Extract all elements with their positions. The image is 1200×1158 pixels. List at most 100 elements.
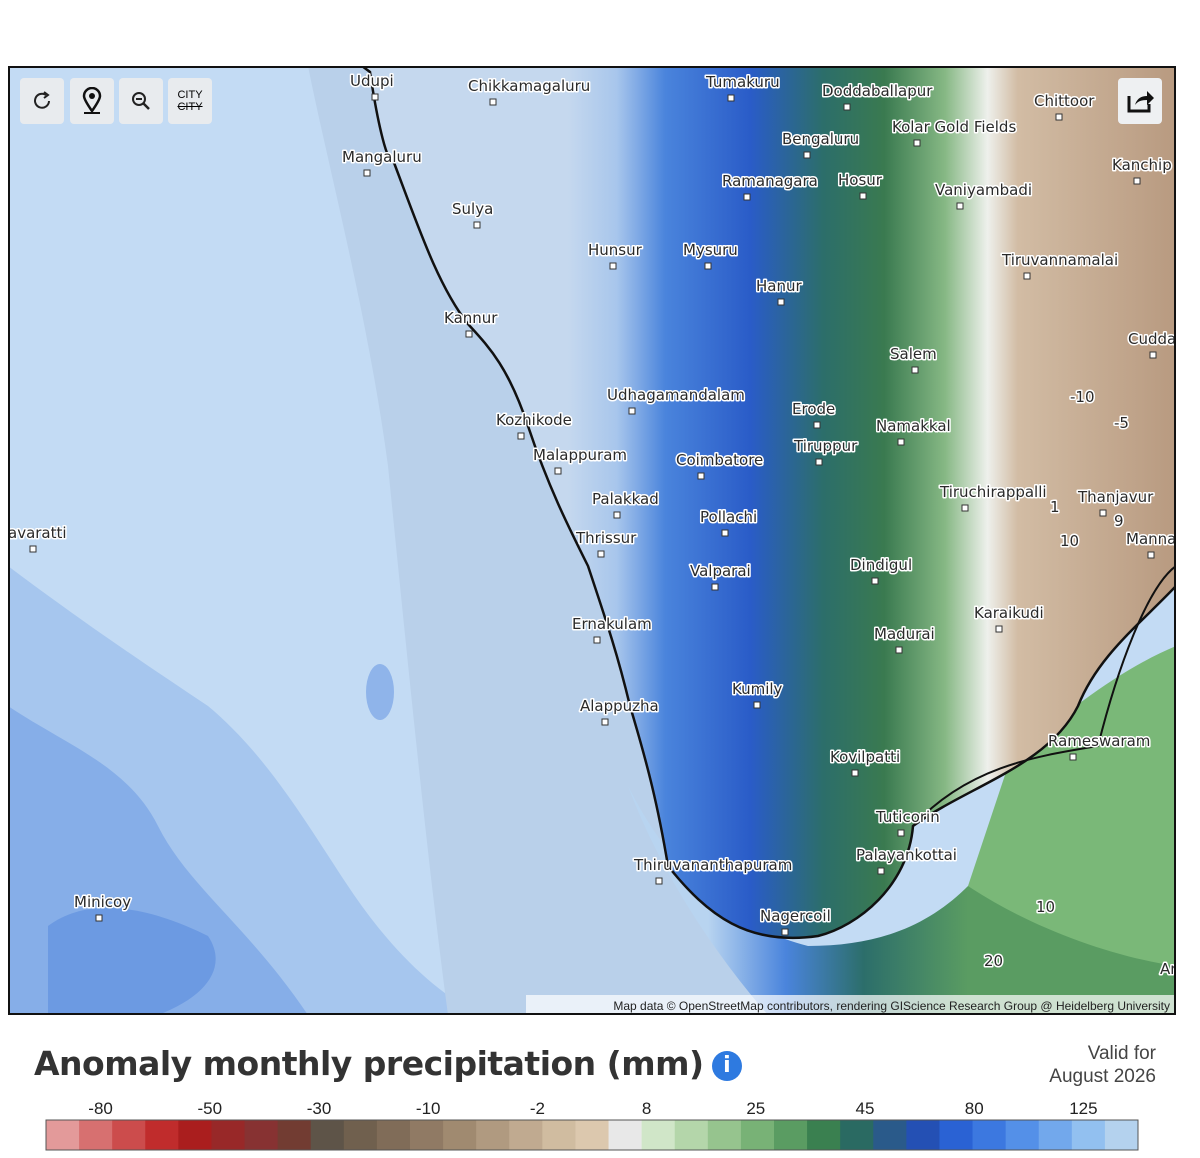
colorbar-tick-label: 8 [642, 1099, 651, 1118]
info-button[interactable]: i [711, 1050, 742, 1081]
city-toggle[interactable]: CITY CITY [168, 78, 212, 124]
colorbar-tick-label: -30 [307, 1099, 332, 1118]
city-marker [721, 529, 729, 537]
color-swatch [873, 1120, 907, 1150]
city-label: Mangaluru [342, 148, 422, 166]
city-marker [554, 467, 562, 475]
city-marker [897, 438, 905, 446]
city-marker [613, 511, 621, 519]
city-marker [363, 169, 371, 177]
color-swatch [641, 1120, 676, 1150]
color-swatch [906, 1120, 940, 1150]
city-label: Manna [1126, 530, 1176, 548]
city-marker [877, 867, 885, 875]
city-marker [704, 262, 712, 270]
city-marker [1149, 351, 1157, 359]
city-marker [803, 151, 811, 159]
attribution: Map data © OpenStreetMap contributors, r… [613, 999, 1170, 1013]
color-swatch [939, 1120, 974, 1150]
valid-label: Valid for [1087, 1043, 1156, 1064]
color-swatch [608, 1120, 643, 1150]
contour-label: 20 [984, 952, 1003, 970]
color-swatch [410, 1120, 444, 1150]
city-marker [29, 545, 37, 553]
ocean-anomaly [48, 907, 216, 1015]
city-label: Coimbatore [676, 451, 763, 469]
color-swatch [840, 1120, 874, 1150]
colorbar-frame [45, 1119, 1139, 1151]
city-label: Ar [1160, 960, 1176, 978]
zoom-button[interactable] [119, 78, 163, 124]
city-label: Madurai [874, 625, 935, 643]
city-label: Namakkal [876, 417, 951, 435]
share-button[interactable] [1118, 78, 1162, 124]
city-label: Chikkamagaluru [468, 77, 590, 95]
color-swatch [1038, 1120, 1073, 1150]
city-label: Thanjavur [1077, 488, 1154, 506]
colorbar-tick-label: -80 [88, 1099, 113, 1118]
valid-info: Valid for August 2026 [1049, 1042, 1156, 1088]
city-marker [813, 421, 821, 429]
color-swatch [740, 1120, 775, 1150]
contour-label: 10 [1060, 532, 1079, 550]
refresh-button[interactable] [20, 78, 64, 124]
city-label: Dindigul [850, 556, 912, 574]
color-swatch [1104, 1120, 1139, 1150]
color-swatch [1005, 1120, 1040, 1150]
coastline [361, 66, 1176, 940]
color-swatch [310, 1120, 345, 1150]
city-label: Tuticorin [875, 808, 940, 826]
city-marker [1023, 272, 1031, 280]
location-button[interactable] [70, 78, 114, 124]
color-swatch [542, 1120, 576, 1150]
city-marker [995, 625, 1003, 633]
map: Udupi Chikkamagaluru Tumakuru Doddaballapur… [8, 66, 1176, 1015]
labels: Udupi Chikkamagaluru Tumakuru Doddaballapur… [8, 71, 1176, 980]
city-label: Thiruvananthapuram [633, 856, 792, 874]
color-swatch [79, 1120, 113, 1150]
city-marker [593, 636, 601, 644]
city-marker [897, 829, 905, 837]
city-label: Ernakulam [572, 615, 652, 633]
city-label: Kovilpatti [830, 748, 900, 766]
city-label: Kannur [444, 309, 498, 327]
city-marker [777, 298, 785, 306]
city-marker [1133, 177, 1141, 185]
city-label: Tiruppur [793, 437, 858, 455]
color-swatch [112, 1120, 146, 1150]
city-label: Minicoy [74, 893, 131, 911]
city-marker [517, 432, 525, 440]
color-swatch [1071, 1120, 1106, 1150]
city-marker [697, 472, 705, 480]
colorbar-tick-label: -2 [530, 1099, 545, 1118]
city-label: Cudda [1128, 330, 1176, 348]
legend-title-row: Anomaly monthly precipitation (mm) i [34, 1044, 742, 1083]
city-label: Nagercoil [760, 907, 831, 925]
city-marker [711, 583, 719, 591]
legend-title: Anomaly monthly precipitation (mm) [34, 1044, 704, 1083]
attribution-bg [526, 995, 1176, 1015]
icon [132, 92, 150, 110]
city-marker [371, 93, 379, 101]
city-label: Alappuzha [580, 697, 659, 715]
city-label: Chittoor [1034, 92, 1095, 110]
city-label: Tumakuru [705, 73, 780, 91]
city-label: Hosur [838, 171, 883, 189]
color-swatch [707, 1120, 742, 1150]
color-swatch [972, 1120, 1007, 1150]
icon [34, 91, 50, 109]
city-label: Kumily [732, 680, 783, 698]
color-swatch [244, 1120, 279, 1150]
city-marker [1147, 551, 1155, 559]
city-label: Thrissur [575, 529, 637, 547]
city-marker [781, 928, 789, 936]
city-marker [628, 407, 636, 415]
color-swatch [774, 1120, 808, 1150]
city-label: Udhagamandalam [607, 386, 745, 404]
city-marker [956, 202, 964, 210]
city-marker [913, 139, 921, 147]
color-swatch [46, 1120, 80, 1150]
city-label: Vaniyambadi [935, 181, 1032, 199]
city-marker [473, 221, 481, 229]
